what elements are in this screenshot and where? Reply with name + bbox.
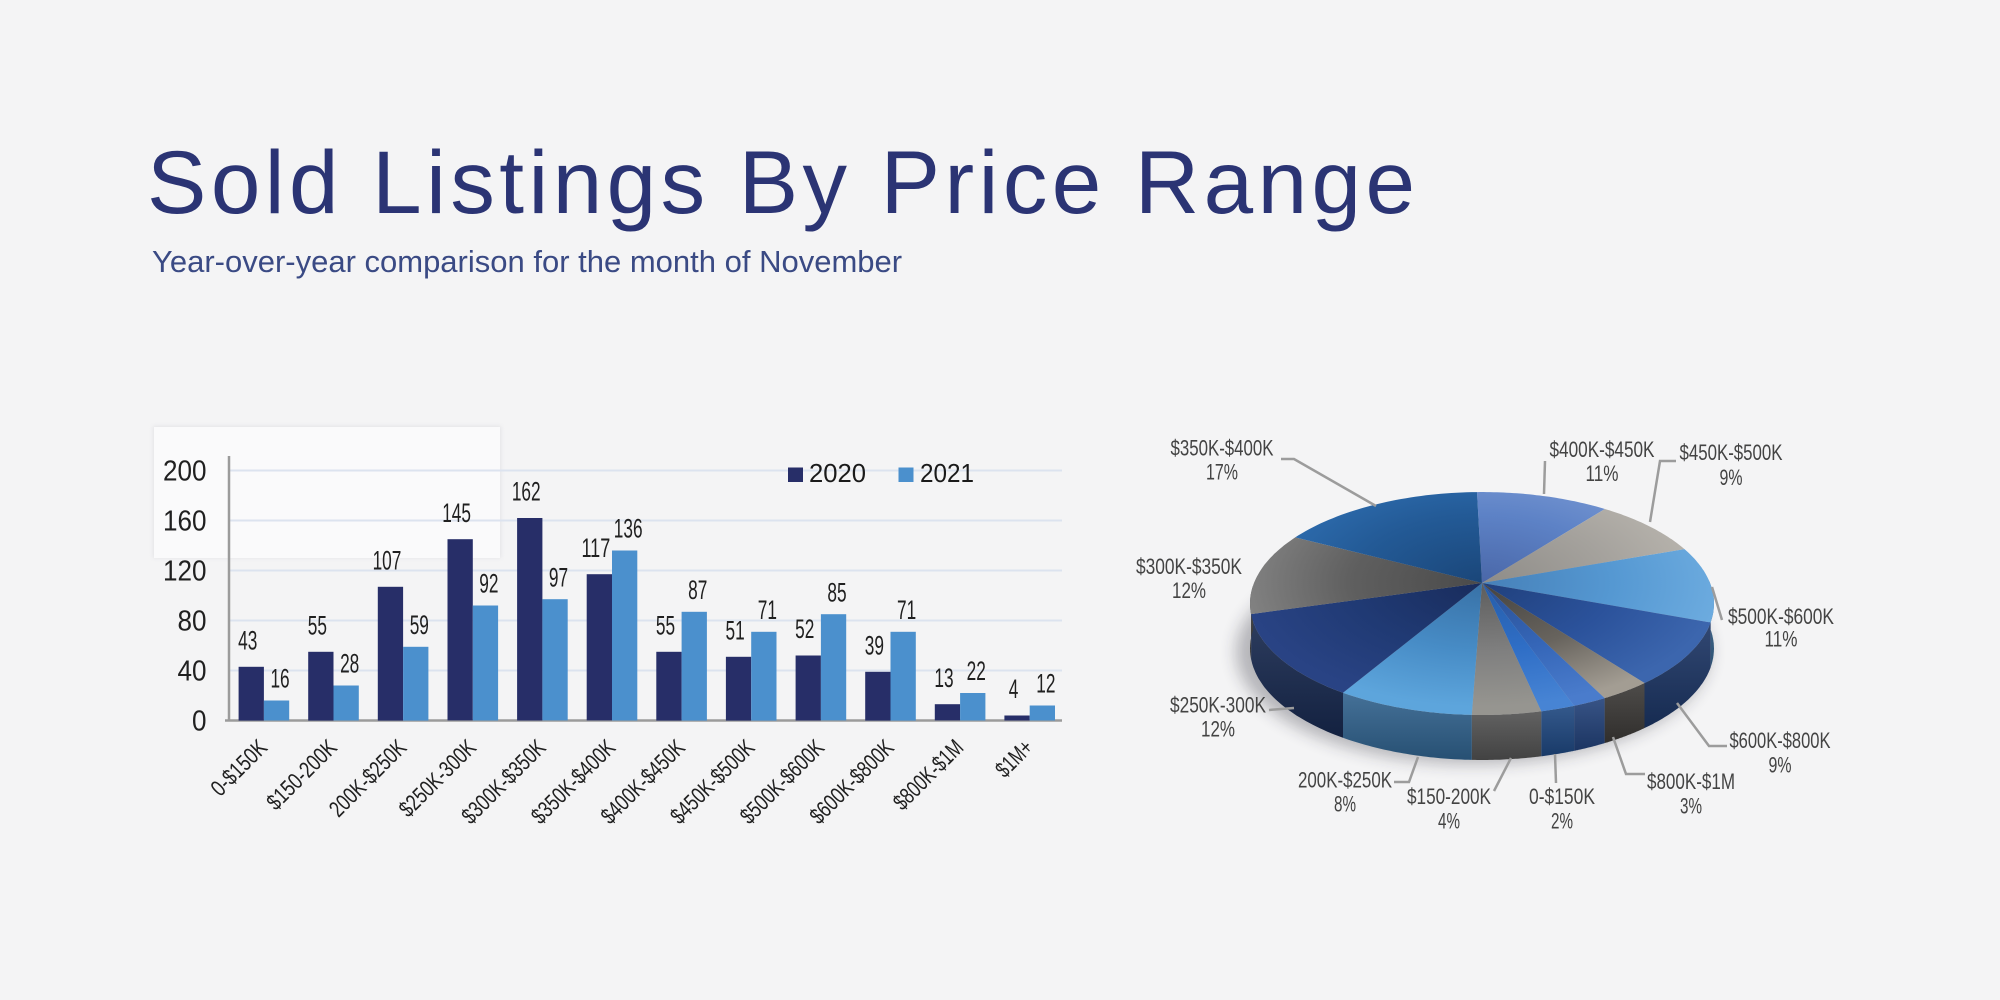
svg-text:55: 55 xyxy=(308,610,327,640)
svg-text:$800K-$1M: $800K-$1M xyxy=(1647,769,1735,794)
svg-text:117: 117 xyxy=(581,533,610,563)
svg-text:Year-over-year comparison for: Year-over-year comparison for the month … xyxy=(152,244,902,279)
svg-text:200: 200 xyxy=(163,456,207,488)
svg-text:8%: 8% xyxy=(1334,792,1356,817)
svg-text:52: 52 xyxy=(795,614,814,644)
svg-text:40: 40 xyxy=(178,656,207,688)
svg-text:2021: 2021 xyxy=(920,460,974,488)
svg-text:136: 136 xyxy=(614,514,643,544)
svg-text:$450K-$500K: $450K-$500K xyxy=(1680,440,1783,465)
svg-text:51: 51 xyxy=(725,615,744,645)
svg-text:162: 162 xyxy=(512,477,541,507)
svg-text:80: 80 xyxy=(178,606,207,638)
svg-text:22: 22 xyxy=(967,656,986,686)
svg-text:145: 145 xyxy=(442,498,471,528)
svg-text:Sold Listings By Price Range: Sold Listings By Price Range xyxy=(147,132,1415,232)
svg-text:39: 39 xyxy=(865,630,884,660)
svg-text:12%: 12% xyxy=(1172,578,1206,603)
svg-text:59: 59 xyxy=(410,610,429,640)
svg-text:28: 28 xyxy=(340,649,359,679)
svg-text:$150-200K: $150-200K xyxy=(1407,784,1491,809)
svg-text:2%: 2% xyxy=(1551,809,1573,834)
svg-text:16: 16 xyxy=(270,664,289,694)
svg-text:$400K-$450K: $400K-$450K xyxy=(1550,437,1655,462)
svg-text:120: 120 xyxy=(163,556,207,588)
svg-text:$300K-$350K: $300K-$350K xyxy=(1136,554,1242,579)
svg-text:160: 160 xyxy=(163,506,207,538)
svg-text:107: 107 xyxy=(373,545,402,575)
svg-text:55: 55 xyxy=(656,610,675,640)
svg-text:13: 13 xyxy=(934,663,953,693)
svg-text:12%: 12% xyxy=(1201,717,1235,742)
svg-text:4%: 4% xyxy=(1438,809,1460,834)
svg-text:3%: 3% xyxy=(1680,794,1702,819)
svg-text:85: 85 xyxy=(827,577,846,607)
svg-text:$500K-$600K: $500K-$600K xyxy=(1728,604,1834,629)
svg-text:87: 87 xyxy=(688,575,707,605)
svg-text:92: 92 xyxy=(479,569,498,599)
svg-text:$350K-$400K: $350K-$400K xyxy=(1171,436,1274,461)
svg-text:$600K-$800K: $600K-$800K xyxy=(1730,728,1831,753)
svg-text:9%: 9% xyxy=(1720,465,1743,490)
svg-text:200K-$250K: 200K-$250K xyxy=(1298,768,1392,793)
svg-text:2020: 2020 xyxy=(809,460,866,488)
svg-text:71: 71 xyxy=(758,595,777,625)
svg-text:9%: 9% xyxy=(1769,753,1792,778)
svg-text:11%: 11% xyxy=(1586,461,1619,486)
svg-text:0-$150K: 0-$150K xyxy=(1529,784,1595,809)
svg-text:$250K-300K: $250K-300K xyxy=(1170,693,1266,718)
svg-text:11%: 11% xyxy=(1765,627,1798,652)
svg-text:97: 97 xyxy=(549,562,568,592)
svg-text:12: 12 xyxy=(1036,669,1055,699)
svg-text:43: 43 xyxy=(238,625,257,655)
svg-text:4: 4 xyxy=(1009,674,1019,704)
svg-text:17%: 17% xyxy=(1206,460,1238,485)
svg-text:71: 71 xyxy=(897,595,916,625)
svg-text:0: 0 xyxy=(192,706,207,738)
